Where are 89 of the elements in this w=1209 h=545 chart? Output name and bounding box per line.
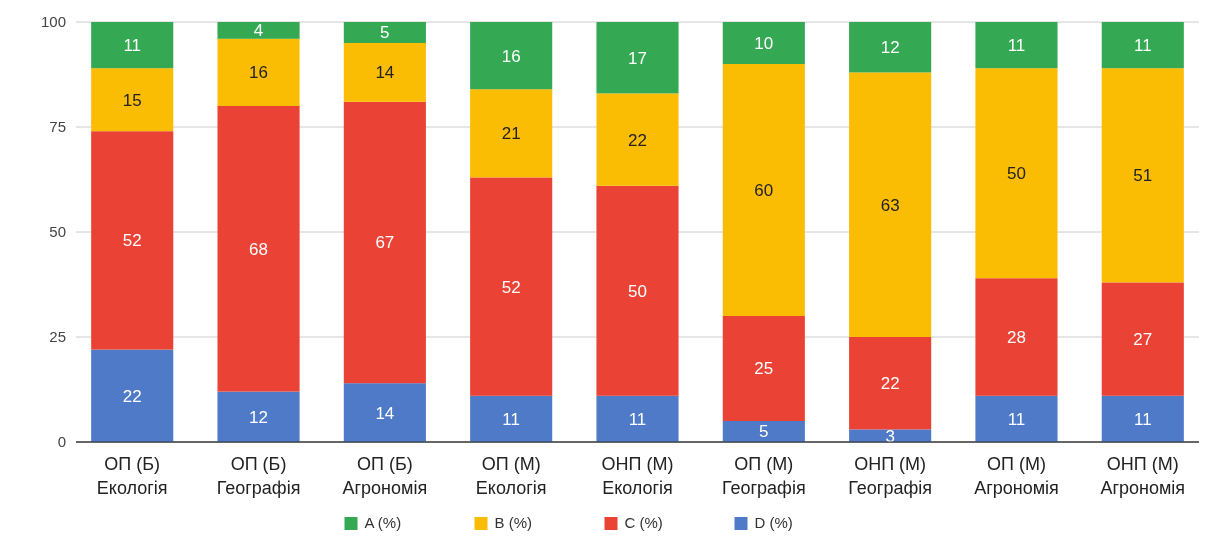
bar <box>975 68 1058 279</box>
bar <box>596 185 679 396</box>
legend-label: B (%) <box>494 514 532 532</box>
data-label: 11 <box>1133 36 1152 56</box>
data-label: 22 <box>880 374 900 394</box>
bar <box>849 22 932 73</box>
data-label: 25 <box>754 359 774 379</box>
data-label: 5 <box>759 422 769 442</box>
data-label: 3 <box>885 426 895 446</box>
y-tick-label: 50 <box>49 223 66 241</box>
data-label: 5 <box>380 23 390 43</box>
data-label: 50 <box>628 281 647 301</box>
data-label: 63 <box>880 195 900 215</box>
data-label: 11 <box>502 409 521 429</box>
bar <box>343 43 426 102</box>
bar <box>849 337 932 430</box>
data-label: 11 <box>123 36 142 56</box>
bar <box>91 131 174 350</box>
bar <box>217 22 300 39</box>
bar <box>975 395 1058 442</box>
data-label: 28 <box>1007 327 1026 347</box>
x-tick-label: ОНП (М) Екологія <box>601 454 674 498</box>
data-label: 12 <box>880 38 900 58</box>
legend-label: C (%) <box>624 514 663 532</box>
data-label: 14 <box>375 403 395 423</box>
bar <box>217 38 300 106</box>
x-tick-label: ОП (М) Географія <box>721 454 806 498</box>
bar <box>1101 395 1184 442</box>
x-tick-label: ОП (Б) Агрономія <box>342 454 428 498</box>
y-tick-label: 0 <box>57 433 66 451</box>
bar <box>343 383 426 442</box>
y-tick-label: 25 <box>49 328 66 346</box>
bar <box>343 22 426 43</box>
bar <box>722 316 805 421</box>
data-label: 12 <box>249 407 268 427</box>
data-label: 68 <box>249 239 268 259</box>
data-label: 22 <box>628 130 647 150</box>
bar <box>470 22 553 90</box>
bar <box>343 101 426 384</box>
bar <box>91 349 174 442</box>
bar <box>975 22 1058 69</box>
bar <box>91 68 174 132</box>
data-label: 15 <box>122 90 142 110</box>
bar <box>849 72 932 337</box>
bar <box>470 395 553 442</box>
bar <box>217 106 300 392</box>
bar <box>470 177 553 396</box>
data-label: 11 <box>1007 36 1026 56</box>
data-label: 11 <box>1007 409 1026 429</box>
bar <box>1101 68 1184 283</box>
data-label: 60 <box>754 180 774 200</box>
legend-label: D (%) <box>754 514 793 532</box>
bar <box>470 89 553 178</box>
x-tick-label: ОП (Б) Екологія <box>96 454 168 498</box>
data-label: 4 <box>253 21 264 41</box>
data-label: 50 <box>1007 164 1026 184</box>
bar <box>722 64 805 316</box>
legend-label: A (%) <box>364 514 402 532</box>
data-label: 21 <box>501 124 521 144</box>
bar <box>596 93 679 186</box>
bar <box>722 421 805 442</box>
data-label: 27 <box>1133 330 1153 350</box>
bar <box>217 391 300 442</box>
bar <box>1101 282 1184 396</box>
x-tick-label: ОНП (М) Географія <box>848 454 932 498</box>
data-label: 10 <box>754 33 774 53</box>
bar <box>596 395 679 442</box>
data-label: 51 <box>1133 166 1153 186</box>
data-label: 52 <box>122 231 142 251</box>
x-tick-label: ОП (Б) Географія <box>216 454 301 498</box>
bar <box>722 22 805 64</box>
data-label: 67 <box>375 233 395 253</box>
data-label: 11 <box>628 409 647 429</box>
x-tick-label: ОНП (М) Агрономія <box>1100 454 1186 498</box>
x-tick-label: ОП (М) Агрономія <box>974 454 1059 498</box>
bar <box>596 22 679 94</box>
data-label: 16 <box>501 46 521 66</box>
data-label: 22 <box>122 386 142 406</box>
bar <box>1101 22 1184 69</box>
data-label: 17 <box>628 48 647 68</box>
y-tick-label: 75 <box>49 118 66 136</box>
y-tick-label: 100 <box>40 13 66 31</box>
bar <box>91 22 174 69</box>
data-label: 11 <box>1133 409 1152 429</box>
bar <box>975 278 1058 396</box>
data-label: 52 <box>501 277 521 297</box>
data-label: 16 <box>249 63 268 83</box>
data-label: 14 <box>375 63 395 83</box>
x-tick-label: ОП (М) Екологія <box>475 454 547 498</box>
